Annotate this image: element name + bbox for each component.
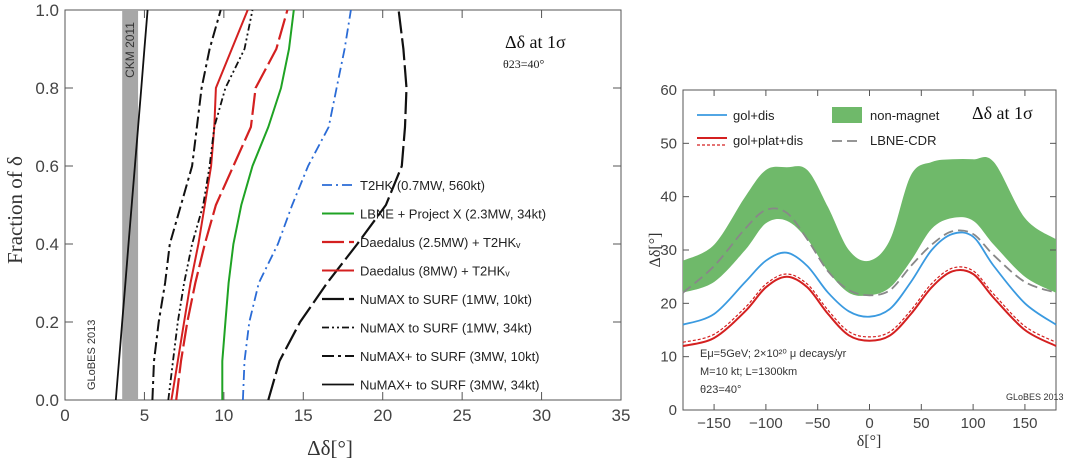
- right-series-line-2: [682, 266, 1057, 343]
- left-x-tick-label: 30: [532, 406, 551, 425]
- left-series-line-2: [175, 9, 289, 401]
- right-y-tick-label: 10: [660, 349, 677, 366]
- left-y-tick-label: 0.8: [35, 79, 59, 98]
- right-x-tick-label: −100: [749, 415, 783, 432]
- left-x-tick-label: 25: [453, 406, 472, 425]
- legend-label-gol-plat-dis: gol+plat+dis: [733, 133, 804, 148]
- left-legend-label-5: NuMAX to SURF (1MW, 34kt): [360, 321, 532, 336]
- left-x-tick-label: 20: [373, 406, 392, 425]
- left-x-tick-label: 0: [60, 406, 69, 425]
- left-series-line-7: [114, 9, 149, 401]
- left-series-line-6: [151, 9, 222, 401]
- left-y-tick-label: 0.6: [35, 157, 59, 176]
- right-x-tick-label: 0: [865, 415, 873, 432]
- right-y-tick-label: 0: [669, 402, 677, 419]
- right-x-tick-label: 100: [961, 415, 986, 432]
- left-y-ticks: 0.0 0.2 0.4 0.6 0.8 1.0: [35, 1, 621, 410]
- left-series-line-5: [167, 9, 254, 401]
- left-x-ticks: 0 5 10 15 20 25 30 35: [60, 10, 630, 425]
- right-note-2: M=10 kt; L=1300km: [700, 366, 797, 378]
- right-series-line-0: [682, 231, 1057, 326]
- right-y-axis-label: Δδ[°]: [647, 233, 664, 268]
- ckm-band-label: CKM 2011: [123, 22, 137, 78]
- left-series-line-1: [221, 9, 295, 400]
- right-y-tick-label: 30: [660, 242, 677, 259]
- left-series-line-4: [267, 9, 408, 401]
- legend-swatch-non-magnet: [832, 107, 862, 123]
- legend-label-gol-dis: gol+dis: [733, 108, 775, 123]
- left-annotation-title: Δδ at 1σ: [505, 32, 566, 52]
- ckm-band: [122, 10, 139, 400]
- right-note-3: θ23=40°: [700, 384, 741, 396]
- right-x-axis-label: δ[°]: [857, 433, 882, 450]
- right-note-1: Eμ=5GeV; 2×10²⁰ μ decays/yr: [700, 348, 847, 360]
- right-x-tick-label: 50: [913, 415, 930, 432]
- left-watermark: GLoBES 2013: [86, 320, 98, 390]
- right-y-tick-label: 40: [660, 189, 677, 206]
- left-legend-label-2: Daedalus (2.5MW) + T2HKᵥ: [360, 235, 521, 250]
- left-series-line-0: [242, 9, 352, 401]
- left-plot-frame: [64, 9, 622, 401]
- right-x-ticks: −150 −100 −50 0 50 100 150: [697, 90, 1037, 432]
- left-legend-label-0: T2HK (0.7MW, 560kt): [360, 178, 485, 193]
- non-magnet-band: [683, 156, 1056, 296]
- left-x-tick-label: 10: [214, 406, 233, 425]
- left-legend: T2HK (0.7MW, 560kt) LBNE + Project X (2.3…: [322, 178, 546, 393]
- left-legend-label-3: Daedalus (8MW) + T2HKᵥ: [360, 264, 510, 279]
- right-y-tick-label: 20: [660, 295, 677, 312]
- left-x-axis-label: Δδ[°]: [307, 436, 353, 460]
- left-legend-label-1: LBNE + Project X (2.3MW, 34kt): [360, 207, 546, 222]
- legend-label-lbne-cdr: LBNE-CDR: [870, 133, 936, 148]
- left-y-tick-label: 0.2: [35, 313, 59, 332]
- right-y-ticks: 0 10 20 30 40 50 60: [660, 82, 1056, 419]
- right-series-group: [682, 207, 1057, 347]
- left-series-line-3: [170, 9, 249, 401]
- right-series-line-1: [682, 269, 1057, 347]
- left-x-tick-label: 5: [140, 406, 149, 425]
- right-legend: gol+dis gol+plat+dis non-magnet LBNE-CDR: [697, 107, 940, 148]
- left-y-tick-label: 1.0: [35, 1, 59, 20]
- left-series-group: [114, 9, 408, 401]
- right-y-tick-label: 50: [660, 135, 677, 152]
- left-annotation-sub: θ23=40°: [503, 57, 545, 71]
- left-legend-label-7: NuMAX+ to SURF (3MW, 34kt): [360, 378, 540, 393]
- left-legend-label-6: NuMAX+ to SURF (3MW, 10kt): [360, 349, 540, 364]
- right-series-line-3: [682, 207, 1057, 297]
- left-chart: CKM 2011 0 5 10 15 20 25 30 35 0.0 0.2 0.4 0.6 0.8 1…: [3, 1, 630, 460]
- left-x-tick-label: 15: [294, 406, 313, 425]
- left-y-axis-label: Fraction of δ: [3, 156, 27, 264]
- left-y-tick-label: 0.0: [35, 391, 59, 410]
- left-legend-label-4: NuMAX to SURF (1MW, 10kt): [360, 292, 532, 307]
- right-x-tick-label: −50: [805, 415, 830, 432]
- legend-label-non-magnet: non-magnet: [870, 108, 940, 123]
- left-y-tick-label: 0.4: [35, 235, 59, 254]
- right-x-tick-label: 150: [1012, 415, 1037, 432]
- right-x-tick-label: −150: [697, 415, 731, 432]
- left-x-tick-label: 35: [612, 406, 631, 425]
- right-watermark: GLoBES 2013: [1006, 392, 1064, 402]
- right-y-tick-label: 60: [660, 82, 677, 99]
- right-annotation-title: Δδ at 1σ: [972, 103, 1033, 123]
